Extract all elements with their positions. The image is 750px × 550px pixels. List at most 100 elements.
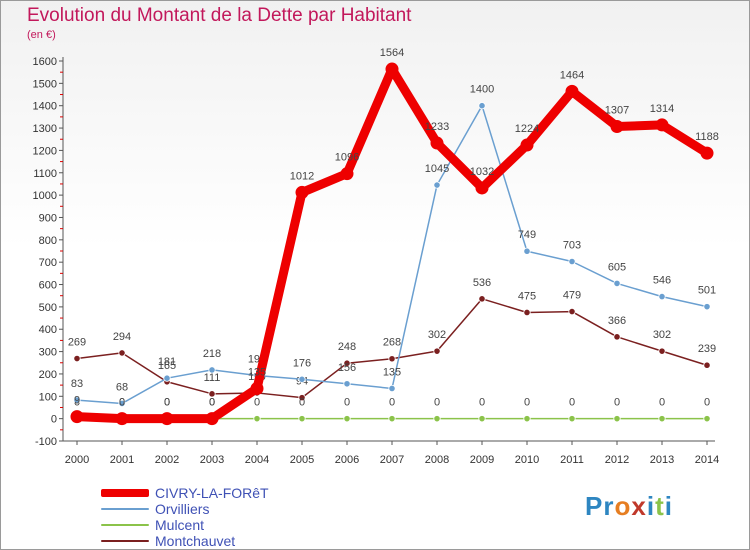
data-point [613, 415, 621, 423]
y-tick-label: 0 [51, 414, 57, 426]
data-label: 165 [158, 360, 176, 372]
data-point [388, 415, 396, 423]
x-tick-label: 2001 [110, 454, 134, 466]
data-point [478, 102, 486, 110]
y-tick-label: 1100 [33, 168, 57, 180]
data-label: 181 [158, 356, 176, 368]
data-point [340, 167, 354, 181]
data-point [205, 412, 219, 426]
legend-item: Mulcent [101, 517, 269, 533]
data-label: 1045 [425, 163, 449, 175]
data-label: 479 [563, 290, 581, 302]
data-point [430, 136, 444, 150]
y-tick-label: 200 [39, 369, 57, 381]
logo-letter: o [614, 491, 632, 521]
data-point [523, 415, 531, 423]
data-label: 68 [116, 381, 128, 393]
data-label: 1564 [380, 47, 404, 59]
data-label: 703 [563, 240, 581, 252]
data-label: 1233 [425, 121, 449, 133]
data-point [568, 307, 576, 316]
data-label: 1314 [650, 103, 674, 115]
data-label: 0 [209, 397, 215, 409]
data-label: 135 [383, 366, 401, 378]
y-tick-label: 1200 [33, 145, 57, 157]
x-tick-label: 2006 [335, 454, 359, 466]
data-label: 1400 [470, 84, 494, 96]
legend-label: CIVRY-LA-FORêT [155, 485, 269, 501]
data-point [433, 181, 441, 189]
data-label: 536 [473, 277, 491, 289]
data-point [523, 308, 531, 317]
x-tick-label: 2013 [650, 454, 674, 466]
data-label: 269 [68, 337, 86, 349]
legend-item: Orvilliers [101, 501, 269, 517]
data-label: 749 [518, 229, 536, 241]
data-point [613, 279, 621, 288]
data-point [163, 374, 171, 382]
data-label: 366 [608, 315, 626, 327]
data-label: 0 [299, 397, 305, 409]
data-label: 0 [389, 397, 395, 409]
y-tick-label: 1000 [33, 190, 57, 202]
data-point [208, 390, 216, 398]
data-label: 0 [119, 397, 125, 409]
data-label: 156 [338, 362, 356, 374]
data-label: 0 [569, 397, 575, 409]
x-tick-label: 2005 [290, 454, 314, 466]
data-point [160, 412, 174, 426]
data-label: 0 [344, 397, 350, 409]
x-tick-label: 2007 [380, 454, 404, 466]
proxiti-logo: Proxiti [585, 491, 673, 522]
logo-letter: r [603, 491, 615, 521]
y-tick-label: 400 [39, 324, 57, 336]
data-label: 0 [164, 397, 170, 409]
y-tick-label: 1300 [33, 123, 57, 135]
chart-legend: CIVRY-LA-FORêT Orvilliers Mulcent Montchauv… [101, 485, 269, 549]
data-label: 501 [698, 285, 716, 297]
x-tick-label: 2012 [605, 454, 629, 466]
x-tick-label: 2003 [200, 454, 224, 466]
data-point [118, 399, 126, 408]
data-label: 0 [209, 397, 215, 409]
data-label: 1096 [335, 152, 359, 164]
data-point [388, 355, 396, 363]
data-point [73, 396, 81, 404]
y-tick-label: 1600 [33, 56, 57, 68]
y-tick-label: 900 [39, 212, 57, 224]
data-point [115, 412, 129, 426]
x-tick-label: 2010 [515, 454, 539, 466]
x-tick-label: 2000 [65, 454, 89, 466]
data-point [343, 380, 351, 388]
data-label: 268 [383, 337, 401, 349]
y-tick-label: 500 [39, 302, 57, 314]
data-point [658, 292, 666, 301]
data-point [253, 415, 261, 423]
data-label: 248 [338, 341, 356, 353]
data-point [388, 384, 396, 393]
logo-letter: x [631, 491, 647, 521]
data-label: 0 [479, 397, 485, 409]
data-point [703, 303, 711, 311]
data-point [475, 181, 489, 195]
logo-letter: i [646, 491, 656, 521]
data-point [610, 119, 624, 133]
data-label: 0 [434, 397, 440, 409]
y-tick-label: -100 [35, 436, 57, 448]
data-label: 475 [518, 290, 536, 302]
data-point [433, 415, 441, 423]
y-tick-label: 1500 [33, 78, 57, 90]
data-label: 1188 [695, 131, 719, 143]
data-point [298, 415, 306, 423]
data-label: 1012 [290, 170, 314, 182]
legend-swatch [101, 540, 149, 542]
data-point [568, 257, 576, 266]
data-point [478, 295, 486, 303]
data-point [295, 185, 309, 199]
logo-letter: t [655, 491, 665, 521]
legend-label: Mulcent [155, 517, 205, 533]
data-point [385, 62, 399, 76]
logo-letter: P [585, 491, 604, 521]
data-label: 302 [653, 329, 671, 341]
